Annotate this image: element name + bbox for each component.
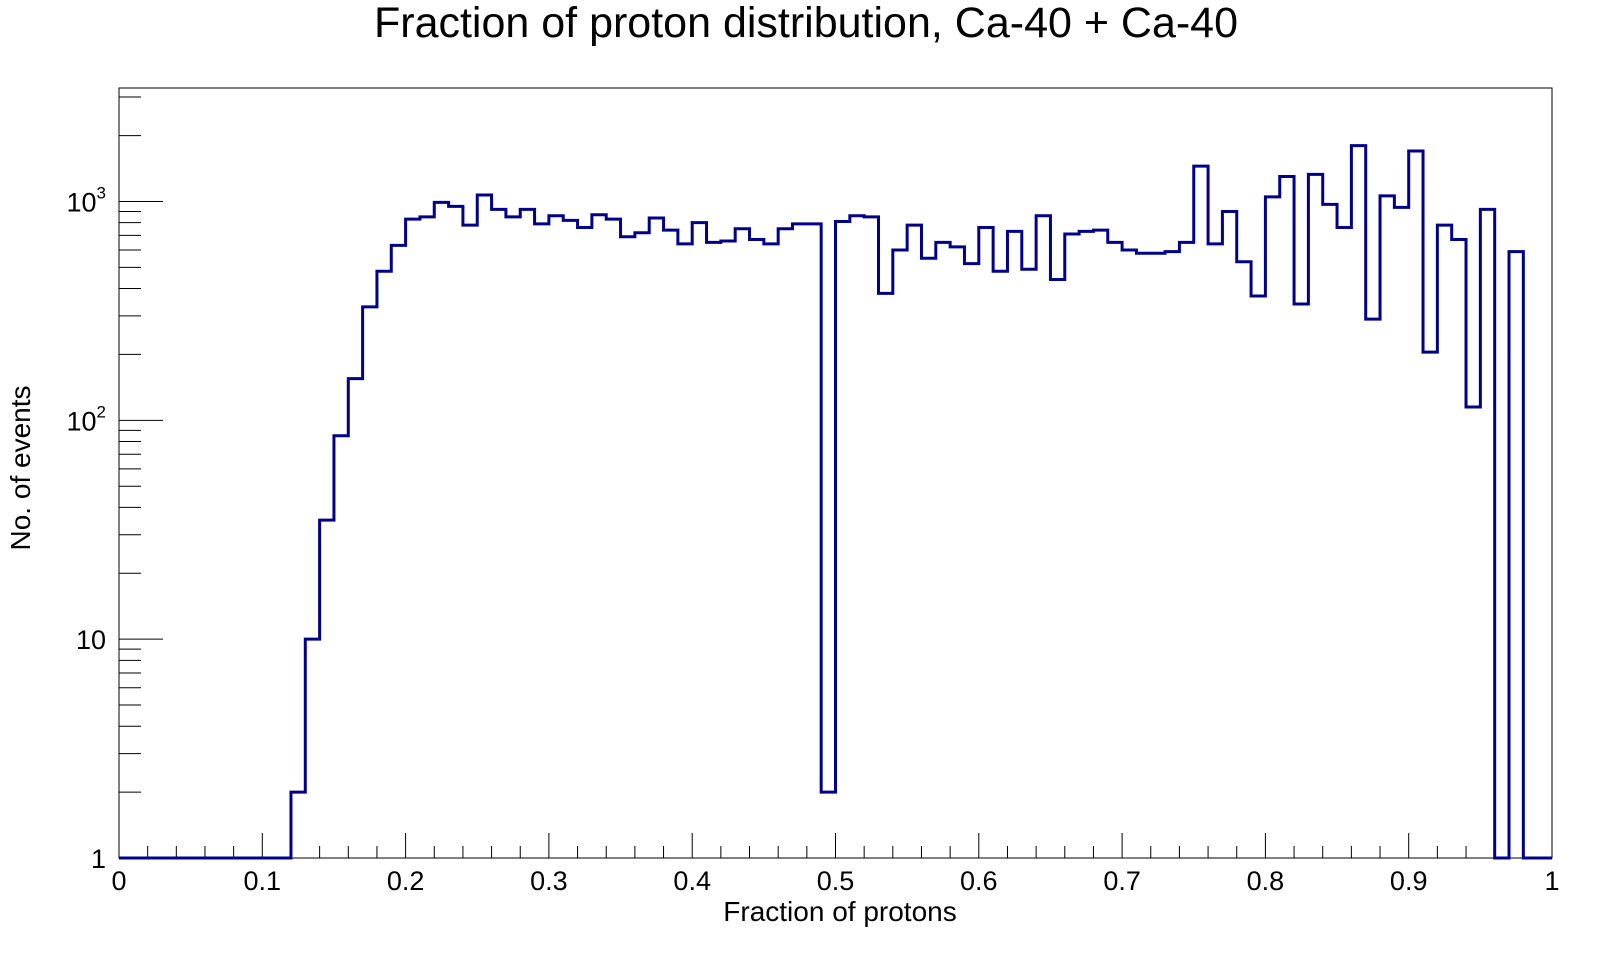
x-tick-label: 0.8 — [1247, 866, 1285, 896]
y-tick-label: 102 — [66, 402, 106, 436]
x-tick-label: 0.2 — [387, 866, 425, 896]
x-axis-tick-labels: 0 0.1 0.2 0.3 0.4 0.5 0.6 0.7 0.8 0.9 1 — [111, 866, 1559, 896]
x-tick-label: 0.9 — [1390, 866, 1428, 896]
x-tick-label: 1 — [1544, 866, 1559, 896]
y-tick-label: 1 — [91, 844, 106, 874]
x-tick-label: 0.3 — [530, 866, 568, 896]
chart-title: Fraction of proton distribution, Ca-40 +… — [374, 0, 1238, 47]
y-tick-label: 10 — [76, 625, 106, 655]
y-axis-tick-labels: 1 10 102 103 — [66, 183, 106, 874]
x-tick-label: 0.4 — [673, 866, 711, 896]
y-axis-ticks — [119, 96, 163, 859]
x-axis-label: Fraction of protons — [723, 896, 956, 927]
y-tick-label: 103 — [66, 183, 106, 217]
x-tick-label: 0.6 — [960, 866, 998, 896]
histogram-line — [119, 144, 1552, 860]
x-tick-label: 0.1 — [244, 866, 282, 896]
y-axis-label: No. of events — [5, 386, 36, 551]
x-axis-ticks — [118, 833, 1553, 858]
x-tick-label: 0.5 — [817, 866, 855, 896]
x-tick-label: 0.7 — [1103, 866, 1141, 896]
x-tick-label: 0 — [111, 866, 126, 896]
